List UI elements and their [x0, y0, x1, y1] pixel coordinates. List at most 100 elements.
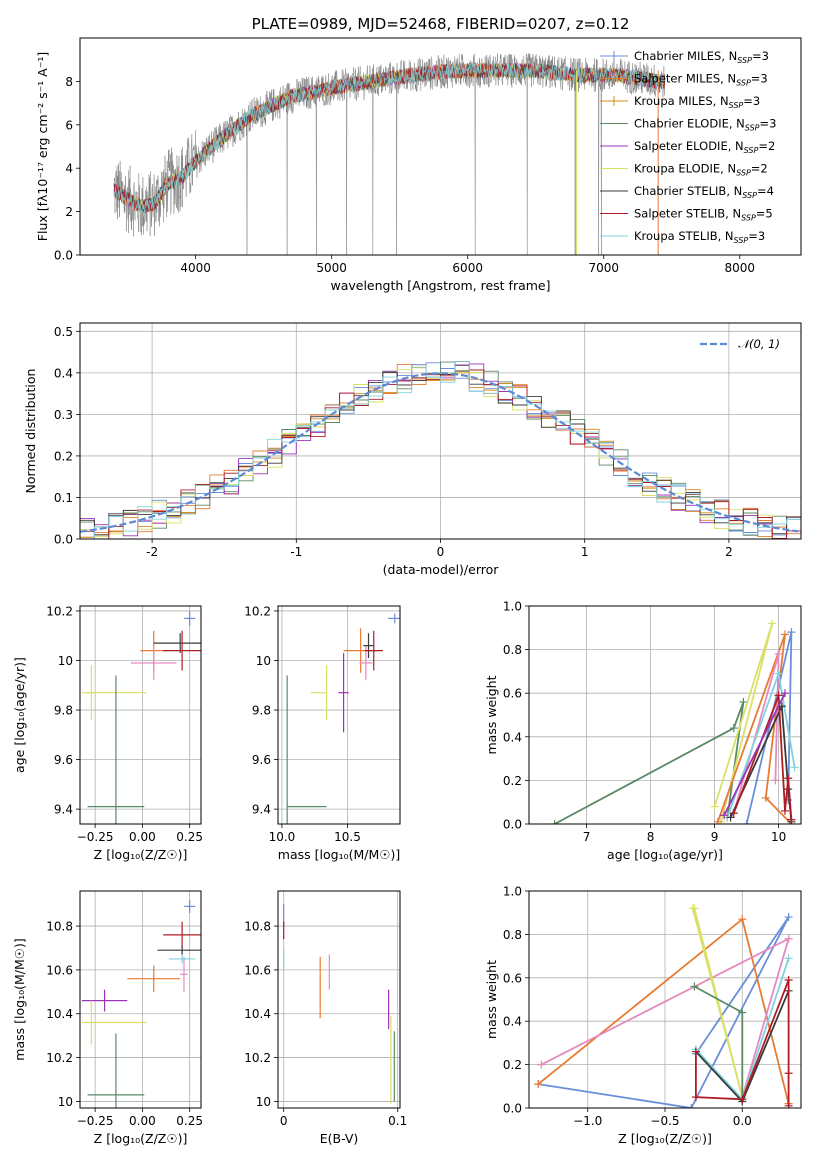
x-tick-label: 6000: [452, 261, 483, 275]
axes-frame: [79, 37, 802, 256]
plot-area-weight-vs-age: [550, 619, 799, 824]
legend-label: Chabrier MILES, NSSP=3: [634, 49, 769, 65]
weight-series-line: [723, 692, 786, 816]
y-tick-label: 0.2: [503, 774, 522, 788]
model-spectrum: [113, 62, 665, 215]
grid-mass-vs-ebv: [278, 891, 400, 1108]
panel-spectrum: 4000 5000 6000 7000 8000 0.0 2 4 6 8 wavelength [A…: [35, 15, 802, 293]
weight-marker: [784, 913, 793, 922]
weight-series-line: [713, 623, 774, 823]
axes-frame: [528, 890, 802, 1109]
weight-marker: [768, 619, 777, 628]
legend-label: Salpeter MILES, NSSP=3: [634, 72, 768, 88]
errorbar-point: [183, 899, 196, 913]
errorbar-point: [87, 1033, 145, 1108]
weight-marker: [781, 630, 789, 639]
errorbar-point: [131, 645, 177, 681]
y-tick-label: 0.2: [54, 449, 73, 463]
x-tick-label: 10.0: [269, 830, 296, 844]
legend-label: Salpeter STELIB, NSSP=5: [634, 207, 773, 223]
grid-weight-vs-z: [529, 890, 801, 1109]
x-tick-label: 0.0: [733, 1114, 752, 1128]
plot-area-age-vs-mass: [286, 613, 400, 824]
x-tick-label: 0.00: [129, 830, 156, 844]
weight-marker: [781, 689, 789, 698]
y-tick-label: 0.3: [54, 408, 73, 422]
axes-residuals: -2 -1 0 1 2 0.0 0.1 0.2 0.3 0.4 0.5 (data-model)/er…: [23, 322, 802, 577]
x-tick-label: 0.00: [129, 1114, 156, 1128]
weight-marker: [537, 1060, 546, 1069]
errorbar-point: [163, 630, 201, 671]
y-tick-label: 10.4: [244, 1007, 271, 1021]
y-axis-label: mass weight: [484, 675, 499, 754]
grid-age-vs-z: [80, 606, 201, 824]
x-tick-label: 10: [771, 830, 786, 844]
y-tick-label: 1.0: [503, 885, 522, 899]
panel-weight-vs-z: −1.0 −0.5 0.0 0.0 0.2 0.4 0.6 0.8 1.0 Z [log₁₀(Z/…: [484, 885, 802, 1146]
y-tick-label: 0.0: [54, 533, 73, 547]
axes-mass-vs-z: −0.25 0.00 0.25 10 10.2 10.4 10.6 10.8 Z [log₁₀(…: [12, 890, 203, 1146]
weight-marker: [787, 628, 796, 637]
x-axis-label: (data-model)/error: [383, 562, 500, 577]
y-axis-label: mass [log₁₀(M/M☉)]: [12, 938, 27, 1060]
weight-series-line: [716, 633, 793, 824]
normal-reference-curve: [80, 372, 799, 533]
x-tick-label: 0.25: [176, 830, 203, 844]
weight-marker: [738, 1095, 747, 1104]
y-tick-label: 10: [58, 654, 73, 668]
x-tick-label: −0.5: [650, 1114, 679, 1128]
y-axis-label: mass weight: [484, 960, 499, 1039]
y-tick-label: 2: [65, 205, 73, 219]
y-tick-label: 8: [65, 75, 73, 89]
weight-marker: [784, 1101, 793, 1108]
y-tick-label: 0.1: [54, 491, 73, 505]
errorbar-point: [388, 613, 400, 624]
weight-marker: [729, 809, 738, 818]
histogram-series: [80, 361, 801, 539]
errorbar-point: [180, 956, 188, 992]
observed-spectrum: [113, 53, 666, 255]
errorbar-point: [363, 633, 374, 659]
y-tick-label: 0.0: [503, 1102, 522, 1116]
x-tick-label: -2: [146, 545, 158, 559]
weight-marker: [784, 774, 793, 783]
errorbar-point: [168, 954, 196, 964]
x-tick-label: 7: [583, 830, 591, 844]
panel-residuals: -2 -1 0 1 2 0.0 0.1 0.2 0.3 0.4 0.5 (data-model)/er…: [23, 322, 802, 577]
x-axis-label: mass [log₁₀(M/M☉)]: [278, 847, 400, 862]
y-tick-label: 10: [256, 1095, 271, 1109]
panel-mass-vs-ebv: 0 0.1 10 10.2 10.4 10.6 10.8 E(B-V): [244, 890, 407, 1146]
weight-marker: [790, 763, 799, 772]
weight-marker: [687, 1104, 696, 1108]
y-axis-label: Normed distribution: [23, 369, 38, 494]
x-tick-label: 4000: [180, 261, 211, 275]
y-tick-label: 10: [58, 1095, 73, 1109]
y-tick-label: 9.4: [252, 803, 271, 817]
errorbar-point: [153, 633, 201, 654]
grid-mass-vs-z: [80, 891, 201, 1108]
x-axis-label: Z [log₁₀(Z/Z☉)]: [94, 847, 188, 862]
chart-title: PLATE=0989, MJD=52468, FIBERID=0207, z=0…: [252, 15, 630, 33]
y-tick-label: 1.0: [503, 600, 522, 614]
y-tick-label: 10.2: [244, 1051, 271, 1065]
axes-age-vs-z: −0.25 0.00 0.25 9.4 9.6 9.8 10 10.2 Z [log₁₀(Z/Z…: [12, 604, 203, 862]
x-tick-label: 7000: [588, 261, 619, 275]
plot-area-residuals: [80, 360, 801, 539]
plot-area-age-vs-z: [81, 610, 201, 824]
x-tick-label: 9: [711, 830, 719, 844]
y-tick-label: 10.4: [46, 1007, 73, 1021]
y-tick-label: 9.4: [54, 803, 73, 817]
y-tick-label: 0.0: [54, 249, 73, 263]
x-axis-label: Z [log₁₀(Z/Z☉)]: [94, 1131, 188, 1146]
axes-mass-vs-ebv: 0 0.1 10 10.2 10.4 10.6 10.8 E(B-V): [244, 890, 407, 1146]
weight-series-line: [695, 979, 790, 1106]
legend-label: Kroupa ELODIE, NSSP=2: [634, 162, 768, 178]
legend-label: Chabrier ELODIE, NSSP=3: [634, 117, 776, 133]
x-axis-label: wavelength [Angstrom, rest frame]: [330, 278, 550, 293]
y-tick-label: 0.8: [503, 643, 522, 657]
y-tick-label: 4: [65, 162, 73, 176]
y-tick-label: 9.8: [54, 704, 73, 718]
weight-marker: [781, 806, 789, 815]
x-axis-label: E(B-V): [320, 1131, 359, 1146]
